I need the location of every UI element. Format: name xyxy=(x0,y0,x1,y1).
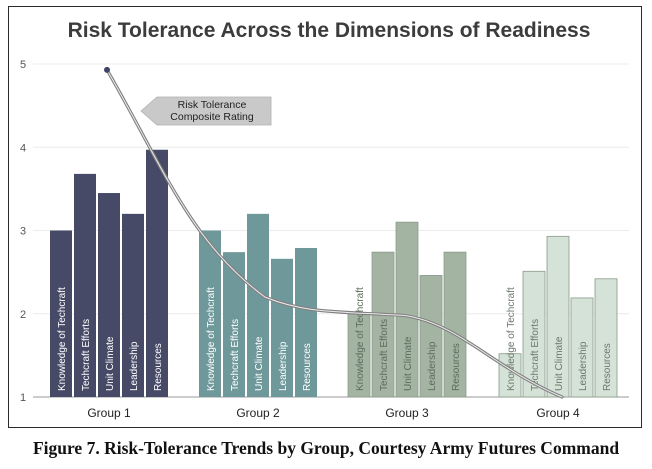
bars xyxy=(50,149,618,398)
bar xyxy=(122,213,144,397)
bar-label: Resources xyxy=(602,343,613,391)
y-tick-label: 5 xyxy=(20,59,26,71)
y-tick-label: 4 xyxy=(20,142,26,154)
group-label: Group 1 xyxy=(87,406,131,420)
bar xyxy=(395,221,419,398)
y-axis-ticks: 1 2 3 4 5 xyxy=(20,59,26,404)
group-label: Group 3 xyxy=(385,406,429,420)
bar-label: Knowledge of Techcraft xyxy=(506,287,517,391)
bar xyxy=(223,252,245,397)
bar-label: Techcraft Efforts xyxy=(81,319,92,391)
chart-svg: Risk Tolerance Across the Dimensions of … xyxy=(20,19,629,420)
bar-label: Knowledge of Techcraft xyxy=(57,287,68,391)
y-tick-label: 2 xyxy=(20,309,26,321)
bar-label: Unit Climate xyxy=(105,336,116,391)
bar-label: Unit Climate xyxy=(554,336,565,391)
bar xyxy=(570,297,594,398)
chart-title: Risk Tolerance Across the Dimensions of … xyxy=(68,19,591,42)
bar-label: Techcraft Efforts xyxy=(230,319,241,391)
bar xyxy=(50,230,72,397)
bar-label: Knowledge of Techcraft xyxy=(206,287,217,391)
bar-labels: Knowledge of Techcraft Techcraft Efforts U… xyxy=(57,287,613,391)
bar xyxy=(146,149,168,397)
bar-label: Resources xyxy=(302,343,313,391)
annotation-text: Risk Tolerance xyxy=(178,99,247,111)
bar xyxy=(247,213,269,397)
group-labels: Group 1 Group 2 Group 3 Group 4 xyxy=(87,406,580,420)
bar xyxy=(419,275,443,398)
bar xyxy=(74,173,96,397)
bar-label: Resources xyxy=(153,343,164,391)
bar xyxy=(295,247,317,397)
bar xyxy=(271,258,293,397)
y-tick-label: 1 xyxy=(20,392,26,404)
bar xyxy=(443,251,467,398)
bar xyxy=(98,193,120,397)
group-label: Group 2 xyxy=(236,406,280,420)
bar xyxy=(371,251,395,398)
annotation-text: Composite Rating xyxy=(170,111,254,123)
bar-label: Techcraft Efforts xyxy=(530,319,541,391)
bar-label: Unit Climate xyxy=(403,336,414,391)
y-tick-label: 3 xyxy=(20,226,26,238)
trend-line-highlight xyxy=(106,69,563,398)
bar-label: Resources xyxy=(451,343,462,391)
bar xyxy=(594,278,618,398)
bar xyxy=(199,230,221,397)
bar-label: Leadership xyxy=(129,341,140,391)
group-label: Group 4 xyxy=(536,406,580,420)
annotation-arrow xyxy=(140,96,272,126)
chart-frame: Risk Tolerance Across the Dimensions of … xyxy=(8,6,642,428)
bar-label: Leadership xyxy=(578,341,589,391)
figure-caption: Figure 7. Risk-Tolerance Trends by Group… xyxy=(32,438,620,458)
trend-start-point xyxy=(104,66,110,73)
trend-line xyxy=(104,66,564,399)
bar-label: Techcraft Efforts xyxy=(379,319,390,391)
bar xyxy=(522,270,546,398)
bar-label: Knowledge of Techcraft xyxy=(355,287,366,391)
bar-label: Leadership xyxy=(278,341,289,391)
bar-label: Unit Climate xyxy=(254,336,265,391)
bar-label: Leadership xyxy=(427,341,438,391)
